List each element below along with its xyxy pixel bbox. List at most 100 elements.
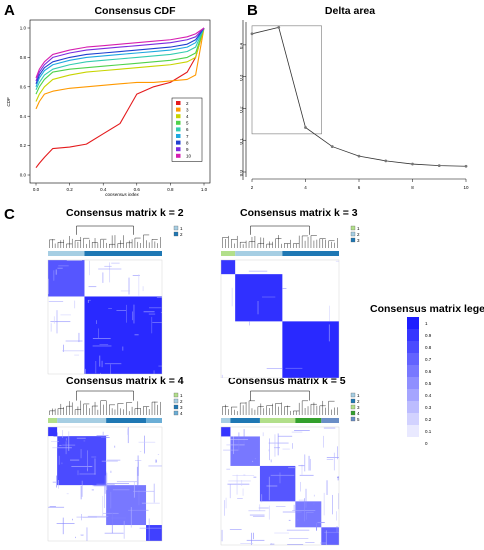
matrix-cluster-block	[259, 465, 296, 502]
matrix-cluster-block	[57, 436, 107, 486]
cdf-xlabel: consensus index	[105, 192, 139, 197]
matrix-noise	[56, 523, 75, 524]
delta-point	[277, 26, 281, 29]
matrix-noise	[333, 452, 335, 471]
delta-point	[464, 164, 468, 168]
matrix-noise	[104, 486, 106, 509]
cdf-series-line-9	[35, 27, 205, 82]
scale-swatch	[407, 353, 419, 365]
scale-swatch	[407, 437, 419, 449]
matrix-noise	[104, 532, 124, 534]
scale-label: 0.4	[425, 393, 432, 398]
matrix-noise	[252, 460, 254, 463]
matrix-noise	[332, 494, 333, 515]
matrix-noise	[132, 311, 134, 321]
matrix-noise	[53, 316, 55, 324]
matrix-noise	[136, 466, 138, 488]
matrix-noise	[57, 267, 63, 269]
matrix-noise	[323, 427, 336, 429]
matrix-noise	[76, 437, 86, 439]
cdf-x-tick-label: 0.4	[100, 187, 107, 192]
matrix-noise	[128, 509, 149, 511]
matrix-noise	[110, 470, 112, 473]
matrix-noise	[66, 260, 82, 261]
matrix-noise	[270, 543, 275, 545]
matrix-noise	[306, 511, 314, 513]
matrix-noise	[282, 288, 287, 289]
matrix-cluster-block	[295, 501, 322, 528]
matrix-noise	[114, 445, 116, 448]
matrix-legend-swatch	[173, 404, 179, 410]
cluster-color-bar-segment	[106, 418, 147, 423]
matrix-noise	[315, 522, 317, 531]
cdf-x-tick-label: 0.2	[66, 187, 73, 192]
scale-swatch	[407, 377, 419, 389]
matrix-noise	[137, 455, 139, 476]
matrix-noise	[110, 491, 112, 509]
matrix-noise	[323, 492, 325, 516]
matrix-noise	[60, 314, 71, 316]
cdf-legend-swatch-9	[176, 147, 181, 152]
matrix-noise	[127, 428, 128, 435]
matrix-noise	[249, 321, 250, 326]
matrix-noise	[268, 449, 270, 452]
matrix-noise	[226, 444, 245, 446]
matrix-noise	[233, 436, 234, 455]
matrix-noise	[65, 438, 67, 441]
cdf-title: Consensus CDF	[94, 5, 176, 17]
matrix-noise	[251, 532, 252, 545]
scale-label: 0.1	[425, 429, 432, 434]
matrix-legend-label: 2	[357, 232, 360, 237]
matrix-noise	[229, 529, 242, 530]
delta-title: Delta area	[325, 5, 375, 17]
matrix-noise	[122, 346, 124, 351]
matrix-noise	[80, 486, 82, 500]
consensus-color-scale: 1 0.9 0.8 0.7 0.6 0.5 0.4 0.3 0.2 0.1 0	[407, 317, 432, 449]
matrix-noise	[133, 482, 135, 498]
matrix-noise	[68, 431, 70, 451]
matrix-dendrogram	[49, 390, 161, 415]
matrix-noise	[226, 468, 231, 470]
matrix-noise	[62, 350, 84, 352]
matrix-title-k4: Consensus matrix k = 4	[66, 375, 184, 387]
delta-y-tick-label: 0.3	[240, 74, 244, 81]
matrix-cluster-block	[221, 260, 236, 275]
matrix-noise	[275, 506, 286, 507]
matrix-frame	[47, 259, 163, 375]
cluster-color-bar-segment	[282, 251, 339, 256]
matrix-noise	[261, 494, 263, 503]
matrix-noise	[144, 435, 145, 454]
matrix-noise	[66, 493, 69, 495]
matrix-noise	[274, 434, 276, 457]
cdf-series-line-7	[35, 27, 205, 87]
matrix-cluster-block	[48, 427, 58, 437]
cluster-color-bar-segment	[321, 418, 339, 423]
matrix-noise	[123, 520, 125, 539]
matrix-noise	[48, 301, 64, 302]
matrix-noise	[305, 512, 307, 520]
matrix-noise	[80, 534, 84, 536]
matrix-noise	[102, 495, 104, 516]
matrix-noise	[89, 466, 92, 467]
matrix-noise	[282, 448, 290, 450]
matrix-noise	[309, 458, 311, 471]
matrix-frame	[47, 426, 163, 542]
matrix-noise	[104, 363, 122, 365]
matrix-legend-label: 5	[357, 417, 360, 422]
matrix-noise	[120, 290, 131, 292]
cluster-color-bar-segment	[221, 418, 231, 423]
matrix-noise	[299, 474, 314, 476]
cdf-legend-swatch-5	[176, 120, 181, 125]
matrix-noise	[157, 454, 160, 455]
cdf-x-tick-label: 0.8	[167, 187, 174, 192]
matrix-noise	[133, 490, 155, 492]
matrix-noise	[248, 510, 266, 512]
cdf-y-tick-label: 1.0	[20, 26, 27, 31]
matrix-noise	[143, 311, 155, 313]
cdf-legend-swatch-8	[176, 140, 181, 145]
matrix-noise	[335, 260, 339, 262]
matrix-legend-label: 2	[357, 399, 360, 404]
panel-letter-b: B	[247, 2, 258, 19]
scale-swatch	[407, 413, 419, 425]
